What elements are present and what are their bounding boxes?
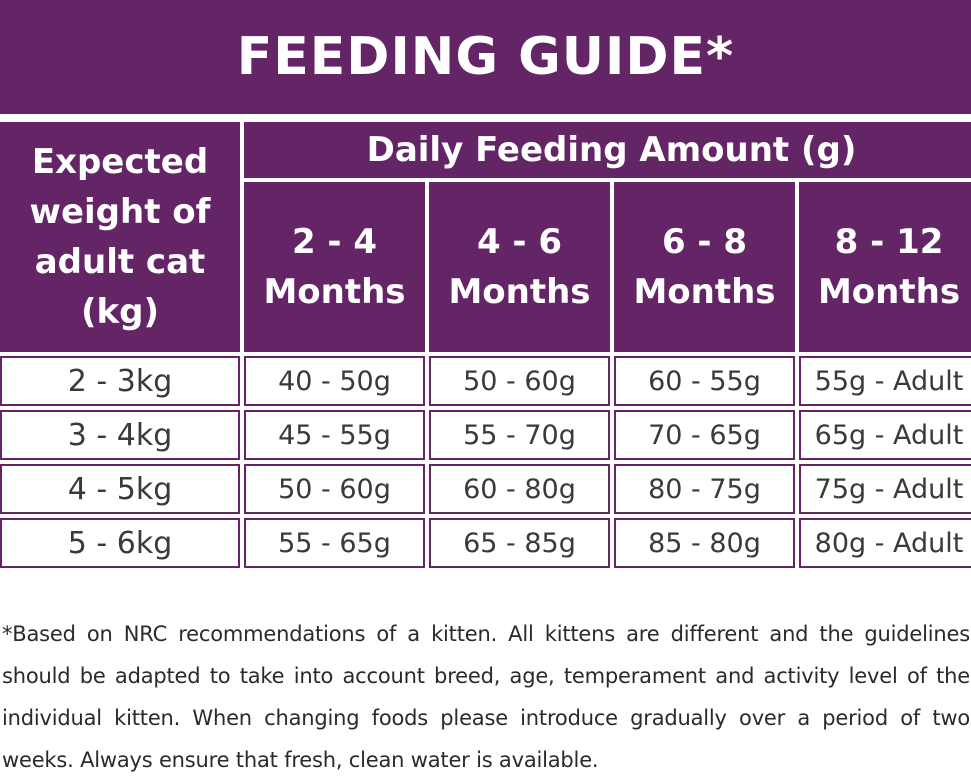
age-header-8-12: 8 - 12 Months (799, 182, 971, 352)
amount-cell: 85 - 80g (614, 518, 795, 568)
amount-cell: 50 - 60g (244, 464, 425, 514)
amount-cell: 50 - 60g (429, 356, 610, 406)
weight-cell: 5 - 6kg (0, 518, 240, 568)
amount-cell: 55g - Adult (799, 356, 971, 406)
weight-column-header: Expected weight of adult cat (kg) (0, 122, 240, 352)
age-header-4-6: 4 - 6 Months (429, 182, 610, 352)
amount-cell: 60 - 80g (429, 464, 610, 514)
amount-cell: 80 - 75g (614, 464, 795, 514)
table-row: 2 - 3kg 40 - 50g 50 - 60g 60 - 55g 55g -… (0, 356, 971, 406)
feeding-guide-table: Expected weight of adult cat (kg) Daily … (0, 118, 971, 572)
table-row: 3 - 4kg 45 - 55g 55 - 70g 70 - 65g 65g -… (0, 410, 971, 460)
amount-cell: 45 - 55g (244, 410, 425, 460)
table-row: 4 - 5kg 50 - 60g 60 - 80g 80 - 75g 75g -… (0, 464, 971, 514)
weight-cell: 3 - 4kg (0, 410, 240, 460)
amount-cell: 40 - 50g (244, 356, 425, 406)
age-header-2-4: 2 - 4 Months (244, 182, 425, 352)
amount-cell: 55 - 70g (429, 410, 610, 460)
daily-amount-header: Daily Feeding Amount (g) (244, 122, 971, 178)
header-row-top: Expected weight of adult cat (kg) Daily … (0, 122, 971, 352)
weight-cell: 2 - 3kg (0, 356, 240, 406)
table-row: 5 - 6kg 55 - 65g 65 - 85g 85 - 80g 80g -… (0, 518, 971, 568)
amount-cell: 70 - 65g (614, 410, 795, 460)
amount-cell: 60 - 55g (614, 356, 795, 406)
header-row-ages: 2 - 4 Months 4 - 6 Months 6 - 8 Months 8… (0, 182, 971, 352)
amount-cell: 65g - Adult (799, 410, 971, 460)
page-title: FEEDING GUIDE* (0, 0, 971, 114)
amount-cell: 80g - Adult (799, 518, 971, 568)
amount-cell: 55 - 65g (244, 518, 425, 568)
weight-cell: 4 - 5kg (0, 464, 240, 514)
age-header-6-8: 6 - 8 Months (614, 182, 795, 352)
amount-cell: 75g - Adult (799, 464, 971, 514)
amount-cell: 65 - 85g (429, 518, 610, 568)
